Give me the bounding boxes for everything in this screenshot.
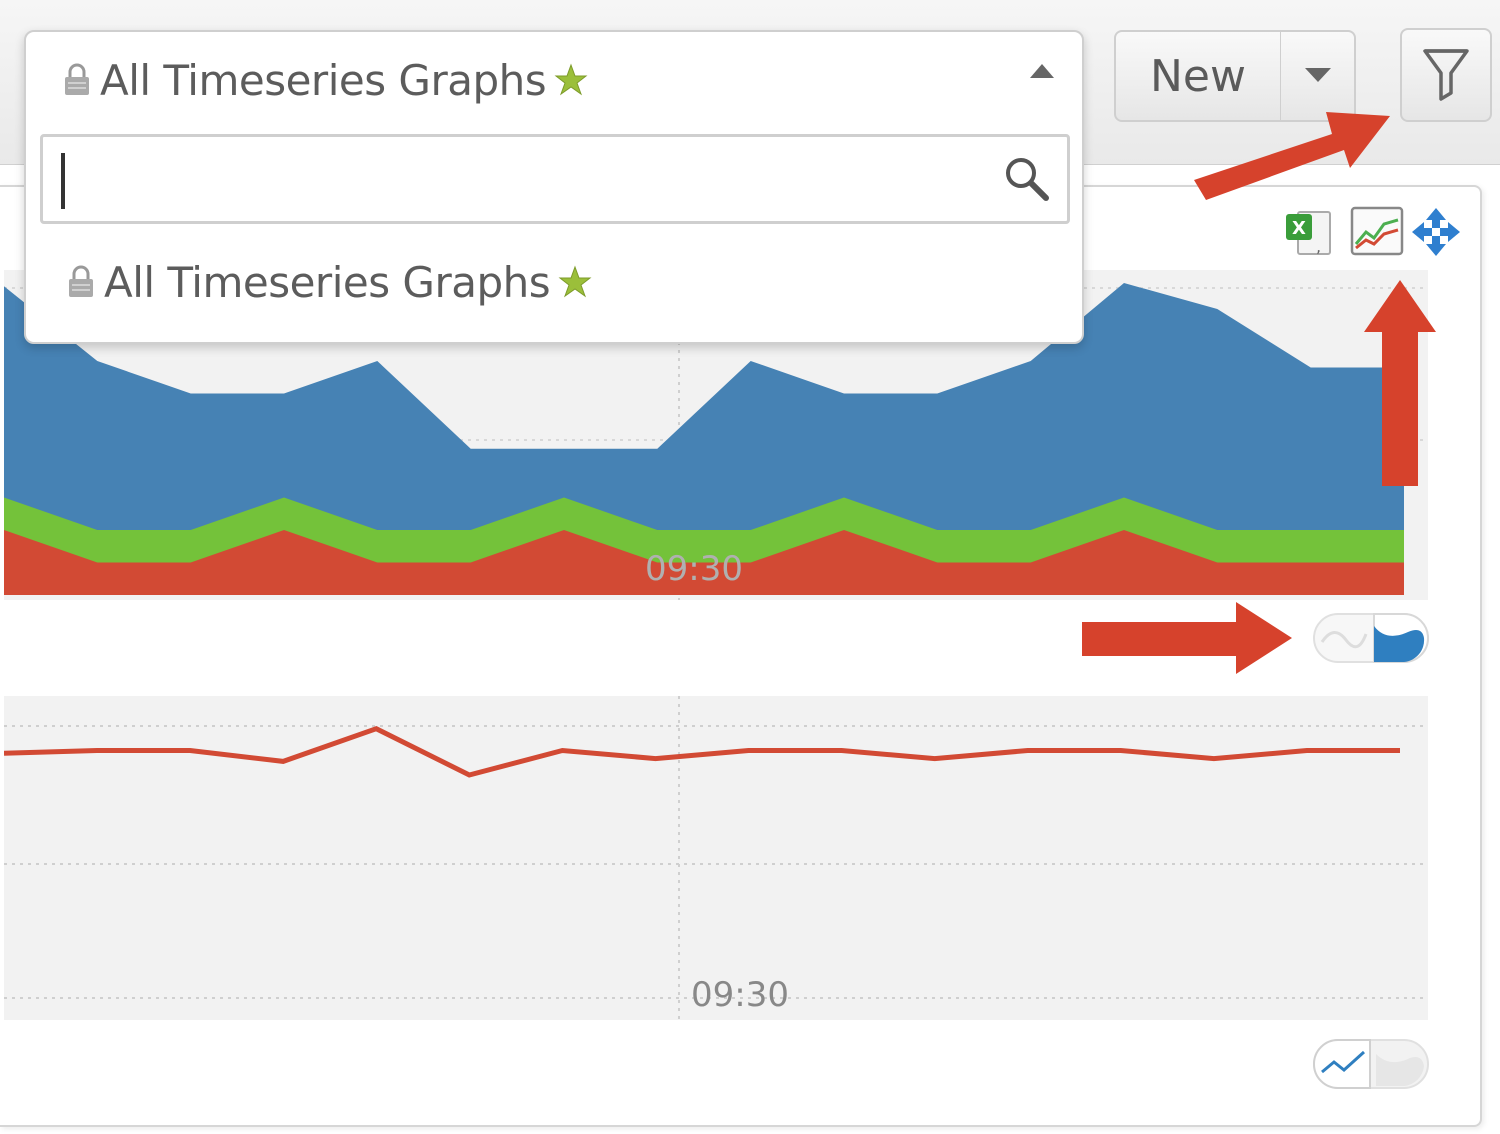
- line-mode-icon: [1320, 631, 1368, 649]
- line-chart: 09:30: [4, 696, 1428, 1020]
- chevron-down-icon: [1304, 68, 1331, 82]
- graph-selector-dropdown[interactable]: All Timeseries Graphs All Timeseries Gra…: [24, 30, 1084, 344]
- excel-export-icon[interactable]: X ,: [1284, 206, 1336, 258]
- chart-type-toggle-line[interactable]: [1312, 1038, 1430, 1090]
- dropdown-option-label: All Timeseries Graphs: [104, 257, 551, 307]
- move-arrows-icon[interactable]: [1410, 206, 1462, 258]
- line-chart-background: [4, 696, 1428, 1020]
- star-icon: [558, 265, 592, 298]
- line-x-tick-label: 09:30: [691, 975, 789, 1015]
- dropdown-selected[interactable]: All Timeseries Graphs: [62, 50, 588, 110]
- area-mode-icon: [1374, 626, 1425, 662]
- star-icon: [554, 63, 588, 96]
- svg-text:,: ,: [1316, 237, 1321, 256]
- line-series-red: [4, 725, 1400, 778]
- annotation-arrow-icons: [1364, 280, 1436, 486]
- dropdown-title: All Timeseries Graphs: [100, 55, 547, 105]
- annotation-arrow-toggle: [1082, 602, 1292, 674]
- chart-type-toggle-area[interactable]: [1312, 612, 1430, 664]
- dropdown-search-input[interactable]: [43, 137, 1067, 221]
- lock-icon: [69, 265, 93, 297]
- svg-text:X: X: [1292, 218, 1306, 239]
- search-icon[interactable]: [1003, 155, 1051, 203]
- dropdown-search-box[interactable]: [40, 134, 1070, 224]
- area-x-tick-label: 09:30: [645, 549, 743, 589]
- new-button[interactable]: New: [1114, 30, 1282, 122]
- area-mode-icon: [1376, 1054, 1424, 1086]
- annotation-arrow-filter: [1194, 112, 1390, 200]
- lock-icon: [65, 63, 89, 95]
- dropdown-option[interactable]: All Timeseries Graphs: [66, 252, 592, 312]
- filter-funnel-icon: [1423, 49, 1469, 101]
- chevron-up-icon[interactable]: [1030, 64, 1054, 78]
- area-series-blue: [4, 283, 1404, 595]
- new-button-label: New: [1150, 50, 1246, 102]
- filter-button[interactable]: [1400, 28, 1492, 122]
- timeseries-graph-icon[interactable]: [1350, 206, 1404, 256]
- line-mode-icon: [1321, 1050, 1366, 1074]
- area-series-red: [4, 530, 1404, 595]
- new-dropdown-button[interactable]: [1280, 30, 1356, 122]
